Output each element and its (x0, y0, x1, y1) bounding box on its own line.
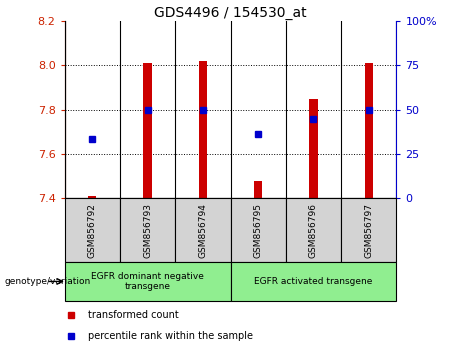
Bar (230, 262, 396, 301)
Text: EGFR dominant negative
transgene: EGFR dominant negative transgene (91, 272, 204, 291)
Text: GSM856796: GSM856796 (309, 202, 318, 258)
Text: EGFR activated transgene: EGFR activated transgene (254, 277, 372, 286)
Text: GSM856793: GSM856793 (143, 202, 152, 258)
Bar (230, 198, 286, 262)
Text: genotype/variation: genotype/variation (5, 277, 91, 286)
Bar (254, 181, 262, 198)
Text: GSM856797: GSM856797 (364, 202, 373, 258)
Bar (88, 196, 96, 198)
Bar (175, 198, 230, 262)
Bar (143, 63, 152, 198)
Text: percentile rank within the sample: percentile rank within the sample (88, 331, 253, 341)
Text: transformed count: transformed count (88, 310, 178, 320)
Text: GSM856795: GSM856795 (254, 202, 263, 258)
Bar (365, 63, 373, 198)
Bar (199, 61, 207, 198)
Bar (341, 198, 396, 262)
Bar (120, 198, 175, 262)
Title: GDS4496 / 154530_at: GDS4496 / 154530_at (154, 6, 307, 20)
Text: GSM856792: GSM856792 (88, 202, 97, 258)
Bar (286, 198, 341, 262)
Bar (65, 262, 230, 301)
Text: GSM856794: GSM856794 (198, 202, 207, 258)
Bar (309, 99, 318, 198)
Bar (65, 198, 120, 262)
